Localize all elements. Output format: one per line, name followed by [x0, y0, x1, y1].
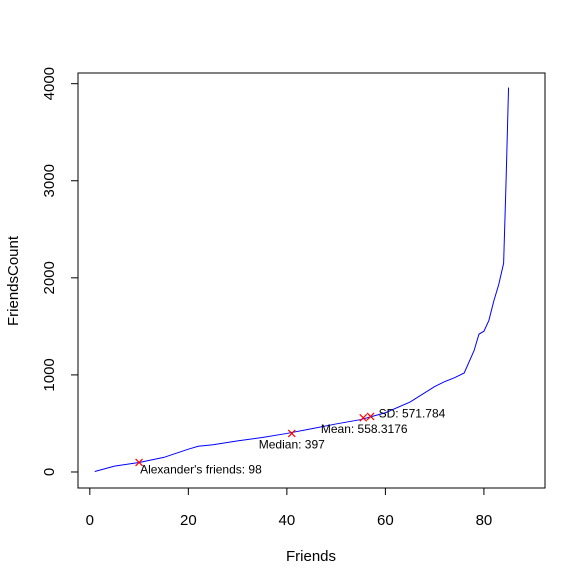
- x-axis: 0 20 40 60 80: [86, 487, 493, 529]
- x-tick-label: 60: [377, 512, 394, 529]
- plot-box: [77, 72, 546, 489]
- annotation-marker: [287, 429, 296, 438]
- y-tick-label: 3000: [41, 164, 58, 197]
- y-tick-label: 2000: [41, 261, 58, 294]
- annotation-marker: [135, 458, 144, 467]
- y-tick-label: 4000: [41, 67, 58, 100]
- y-axis-label: FriendsCount: [5, 235, 22, 326]
- series-line: [94, 87, 510, 472]
- y-tick-label: 1000: [41, 358, 58, 391]
- markers: Alexander's friends: 98 Median: 397Mean: …: [135, 406, 446, 476]
- x-tick-label: 0: [86, 512, 94, 529]
- annotation-marker: [359, 413, 368, 422]
- annotation-label: Alexander's friends: 98: [140, 462, 262, 476]
- x-tick-label: 80: [476, 512, 493, 529]
- y-axis: 0 1000 2000 3000 4000: [41, 67, 79, 476]
- x-tick-label: 20: [180, 512, 197, 529]
- annotation-label: SD: 571.784: [379, 406, 446, 420]
- annotation-marker: [366, 412, 375, 421]
- y-tick-label: 0: [41, 468, 58, 476]
- x-axis-label: Friends: [286, 548, 336, 565]
- annotation-label: Mean: 558.3176: [321, 422, 408, 436]
- x-tick-label: 40: [279, 512, 296, 529]
- annotation-label: Median: 397: [259, 437, 325, 451]
